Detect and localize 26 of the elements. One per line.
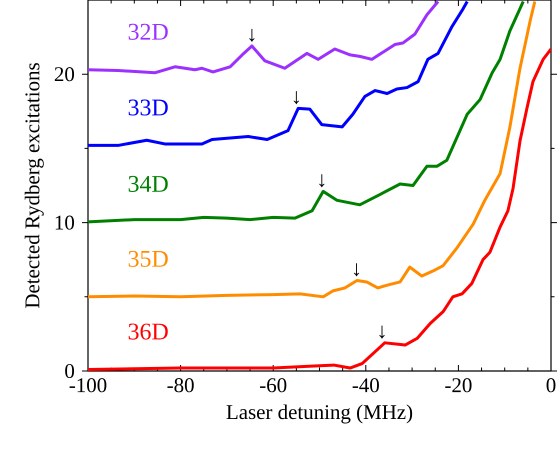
line-series (88, 0, 525, 224)
x-tick-label: -80 (167, 378, 194, 392)
x-tick-label: -60 (260, 378, 286, 392)
annotation: ↓ (249, 28, 254, 42)
x-axis-title: Laser detuning (MHz) (226, 404, 412, 424)
annotation: ↓ (319, 174, 324, 188)
x-tick-label: 0 (546, 378, 556, 392)
annotation: ↓ (379, 326, 385, 339)
series-label: 32D (128, 24, 168, 40)
line-series (88, 0, 440, 74)
y-tick-label: 0 (65, 364, 74, 378)
line-series (88, 0, 469, 147)
x-tick-label: -40 (352, 378, 379, 392)
y-axis-title: Detected Rydberg excitations (24, 63, 44, 308)
series-label: 35D (128, 250, 168, 267)
y-tick-label: 20 (54, 67, 74, 82)
x-tick-label: -20 (445, 378, 472, 392)
series-label: 33D (128, 99, 168, 116)
series-label: 34D (128, 176, 168, 192)
line-series (88, 0, 536, 298)
x-tick-label: -100 (70, 378, 106, 392)
annotation: ↓ (354, 263, 360, 276)
line-series (88, 47, 552, 371)
y-tick-label: 10 (56, 216, 74, 230)
series-label: 36D (128, 324, 168, 340)
annotation: ↓ (294, 91, 299, 104)
